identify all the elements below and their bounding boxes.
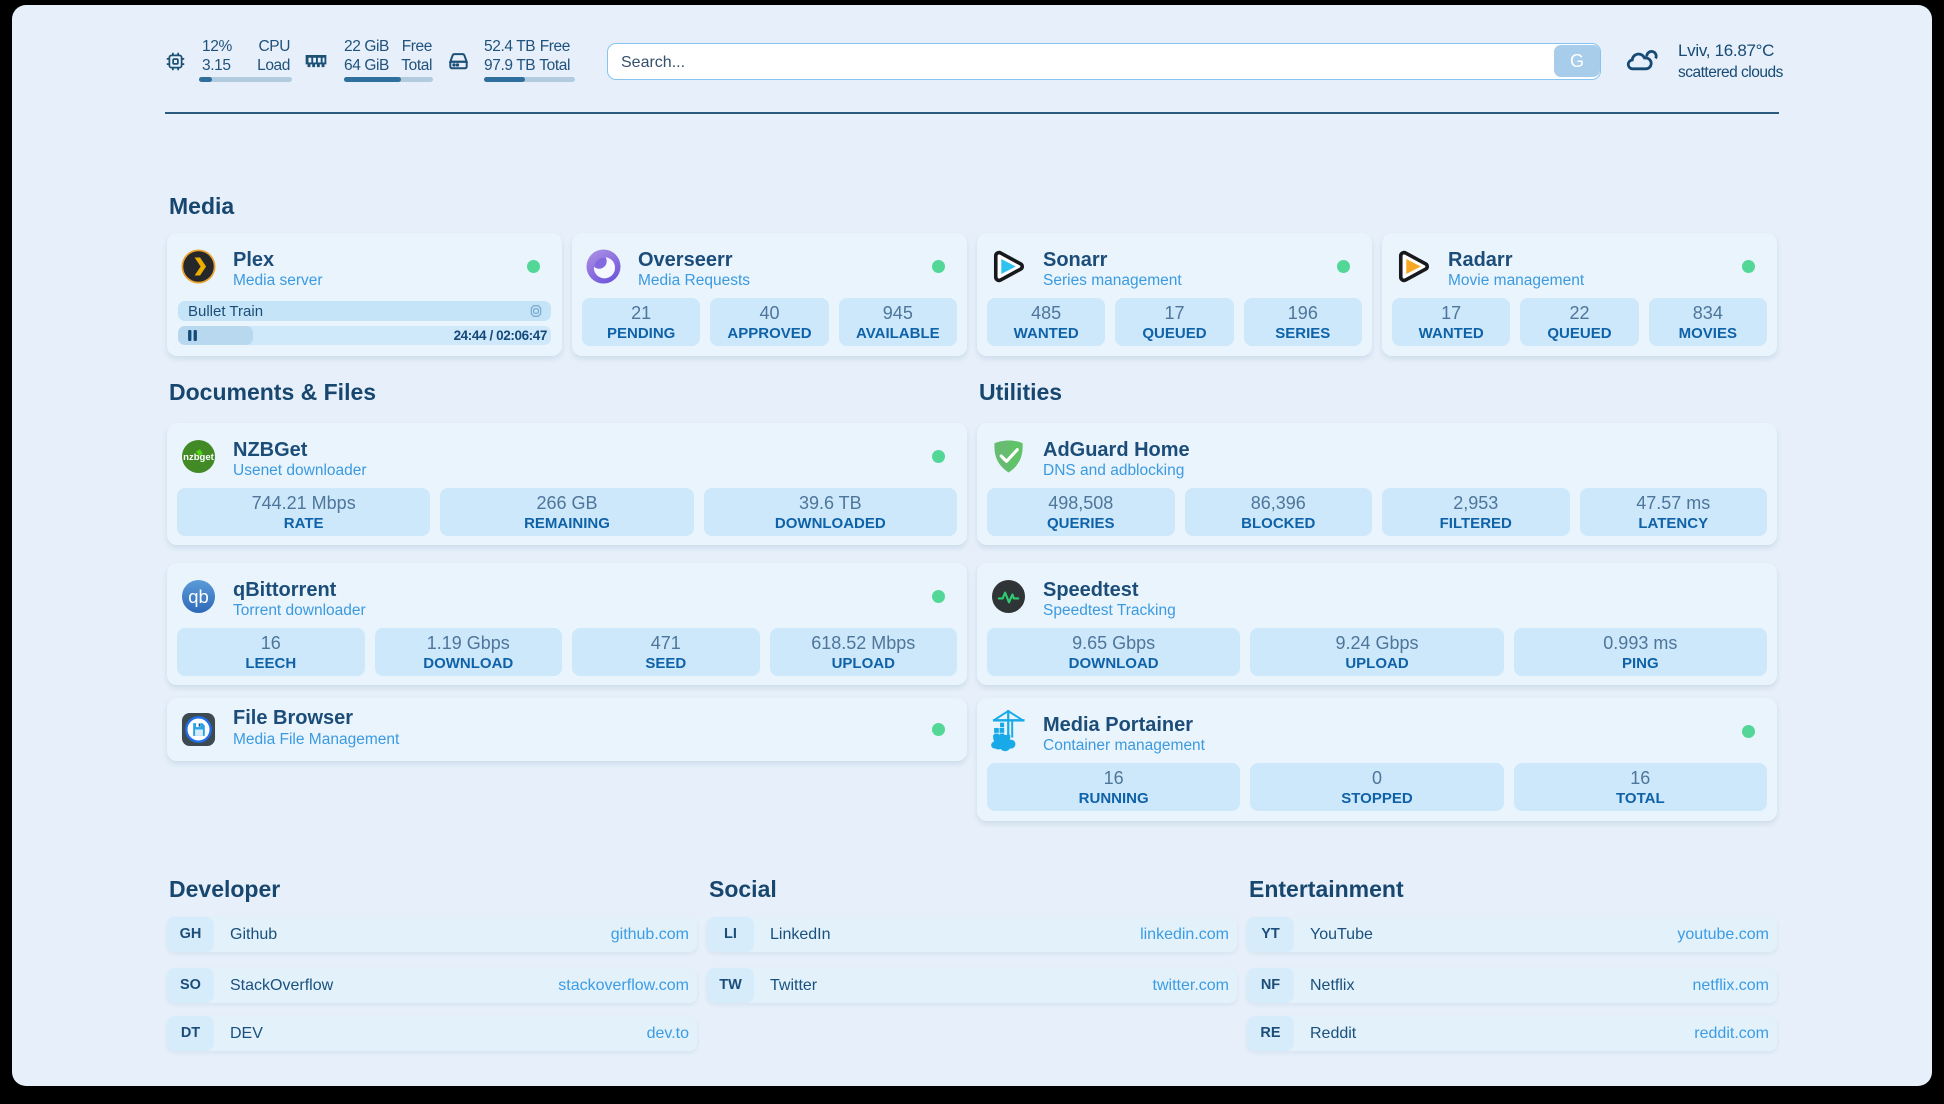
svg-text:nzbget: nzbget [183,452,214,463]
svg-text:qb: qb [188,586,209,607]
